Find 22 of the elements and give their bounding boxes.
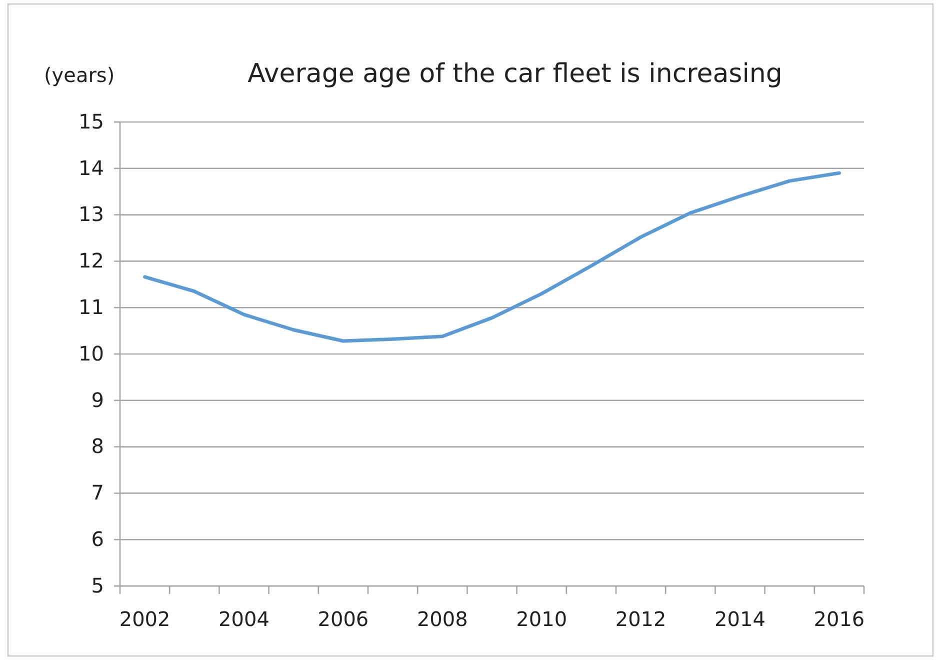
chart-title: Average age of the car fleet is increasing — [248, 59, 782, 89]
x-tick-label: 2008 — [416, 607, 468, 632]
x-tick-label: 2012 — [615, 607, 666, 632]
x-tick-label: 2014 — [714, 607, 766, 632]
y-tick-label: 5 — [91, 573, 104, 598]
y-tick-label: 15 — [78, 109, 104, 134]
x-tick-label: 2010 — [516, 607, 568, 632]
y-tick-label: 6 — [91, 527, 104, 551]
y-axis-title: (years) — [44, 63, 115, 87]
x-tick-label: 2002 — [119, 607, 170, 632]
line-series — [143, 171, 841, 343]
y-tick-label: 10 — [78, 341, 104, 366]
y-tick-label: 11 — [78, 295, 104, 319]
y-tick-label: 14 — [78, 156, 104, 180]
y-tick-label: 8 — [91, 434, 104, 458]
y-tick-label: 9 — [91, 388, 104, 412]
y-tick-label: 7 — [91, 480, 104, 505]
x-tick-label: 2016 — [814, 607, 865, 632]
y-tick-label: 13 — [78, 202, 104, 226]
x-tick-label: 2004 — [218, 607, 270, 632]
x-tick-label: 2006 — [318, 607, 369, 632]
y-tick-label: 12 — [78, 248, 104, 273]
